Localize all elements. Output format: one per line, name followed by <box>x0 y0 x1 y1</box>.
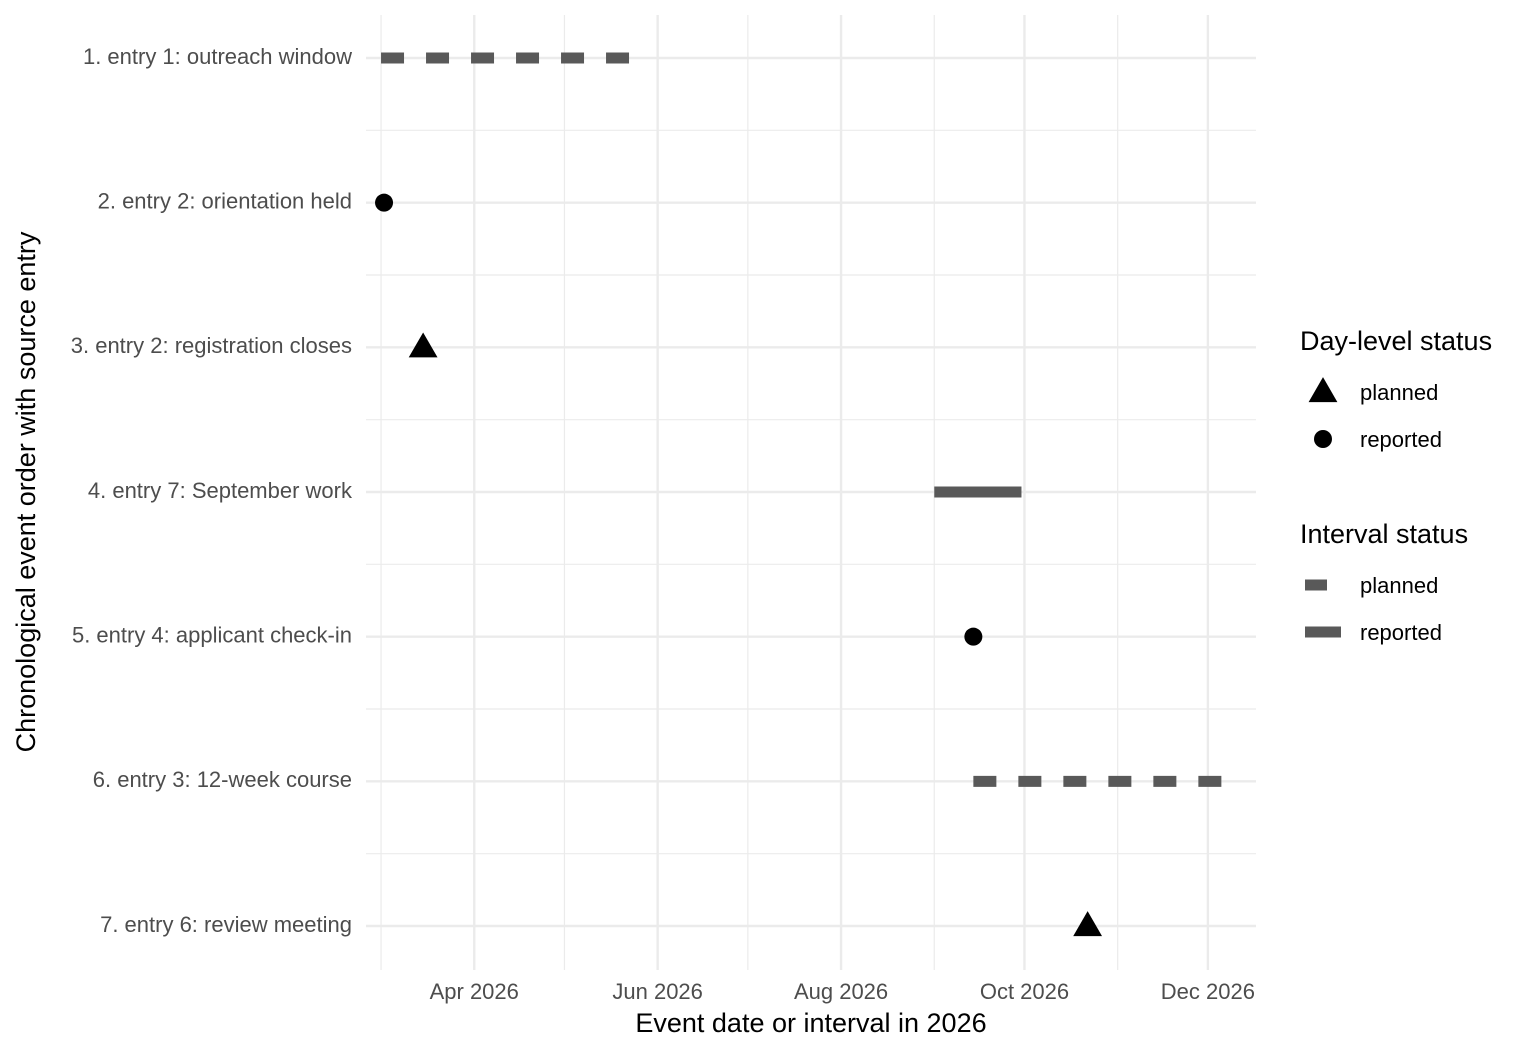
y-tick-label: 1. entry 1: outreach window <box>83 44 352 69</box>
y-tick-label: 2. entry 2: orientation held <box>98 188 352 213</box>
y-tick-label: 7. entry 6: review meeting <box>100 912 352 937</box>
x-tick-label: Aug 2026 <box>794 979 888 1004</box>
point-triangle <box>1073 911 1103 937</box>
legend-circle <box>1314 430 1332 448</box>
x-tick-label: Jun 2026 <box>612 979 703 1004</box>
point-triangle <box>408 332 438 358</box>
legend-title: Interval status <box>1300 519 1468 549</box>
legend-title: Day-level status <box>1300 326 1492 356</box>
legend-label: reported <box>1360 620 1442 645</box>
legend-label: planned <box>1360 380 1438 405</box>
legend-triangle <box>1308 377 1338 403</box>
y-axis-title: Chronological event order with source en… <box>11 231 41 752</box>
x-tick-label: Apr 2026 <box>430 979 519 1004</box>
y-tick-label: 5. entry 4: applicant check-in <box>72 622 352 647</box>
y-tick-label: 3. entry 2: registration closes <box>71 333 352 358</box>
x-axis-title: Event date or interval in 2026 <box>635 1008 986 1038</box>
legend-label: reported <box>1360 427 1442 452</box>
x-tick-label: Oct 2026 <box>980 979 1069 1004</box>
y-tick-label: 4. entry 7: September work <box>88 478 353 503</box>
x-tick-label: Dec 2026 <box>1161 979 1255 1004</box>
point-circle <box>964 627 983 646</box>
y-tick-label: 6. entry 3: 12-week course <box>93 767 352 792</box>
point-circle <box>375 193 394 212</box>
legend-label: planned <box>1360 573 1438 598</box>
